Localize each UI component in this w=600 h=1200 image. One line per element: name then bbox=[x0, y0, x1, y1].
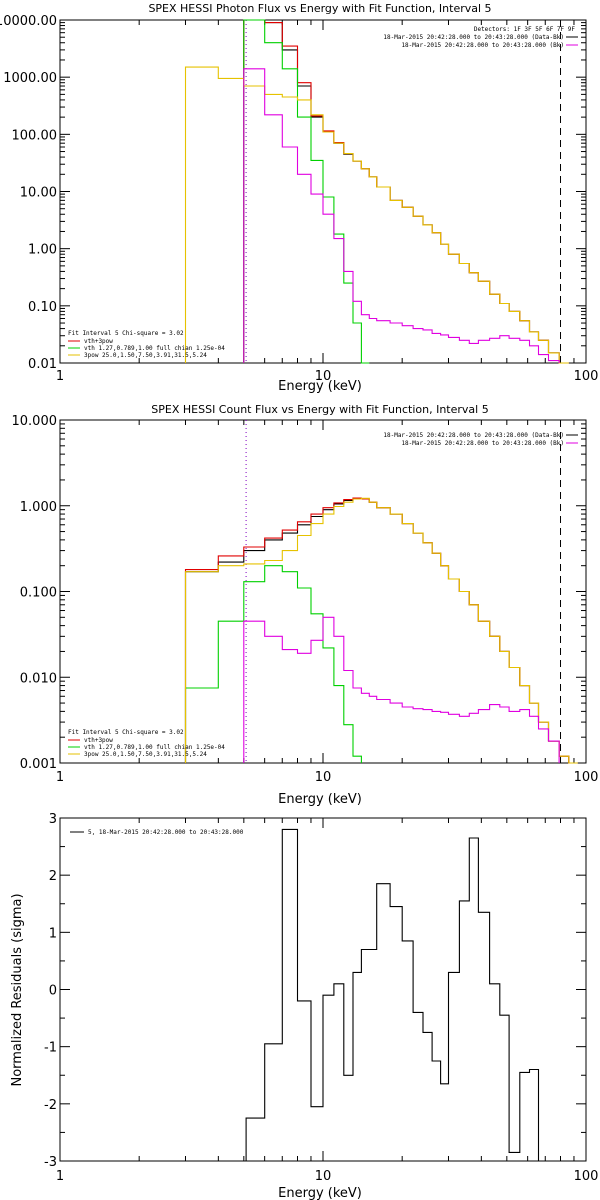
x-tick-label: 100 bbox=[574, 369, 599, 384]
y-tick-label: 10000.00 bbox=[0, 14, 57, 29]
count-flux-legend-left: Fit Interval 5 Chi-square = 3.02 vth+3po… bbox=[68, 729, 225, 758]
legend2-data-bk: 18-Mar-2015 20:42:28.000 to 20:43:28.000… bbox=[383, 432, 564, 439]
legend-3pow: 3pow 25.0,1.50,7.50,3.91,31.5,5.24 bbox=[84, 352, 207, 359]
x-tick-label: 10 bbox=[315, 770, 332, 785]
y-tick-label: 10.000 bbox=[12, 414, 58, 429]
y-tick-label: -2 bbox=[44, 1098, 57, 1113]
x-tick-label: 10 bbox=[315, 1169, 332, 1184]
residuals-legend-text: 5, 18-Mar-2015 20:42:28.000 to 20:43:28.… bbox=[88, 829, 244, 836]
series-gold-step-line bbox=[184, 66, 569, 364]
residuals-series bbox=[245, 828, 540, 1161]
series-green-step-line bbox=[243, 19, 370, 364]
x-tick-label: 1 bbox=[56, 1169, 64, 1184]
photon-flux-legend-right: Detectors: 1F 3F 5F 6F 7F 9F 18-Mar-2015… bbox=[383, 26, 578, 49]
y-tick-label: 100.00 bbox=[12, 128, 58, 143]
y-tick-label: -1 bbox=[44, 1041, 57, 1056]
residuals-x-ticks: 1 10 100 bbox=[56, 818, 599, 1184]
count-flux-panel: SPEX HESSI Count Flux vs Energy with Fit… bbox=[12, 403, 599, 807]
x-tick-label: 10 bbox=[315, 369, 332, 384]
x-tick-label: 1 bbox=[56, 770, 64, 785]
legend2-bk: 18-Mar-2015 20:42:28.000 to 20:43:28.000… bbox=[401, 440, 564, 447]
y-tick-label: 10.00 bbox=[20, 186, 57, 201]
photon-flux-x-label: Energy (keV) bbox=[278, 379, 362, 394]
legend-fit-interval: Fit Interval 5 Chi-square = 3.02 bbox=[68, 330, 184, 337]
y-tick-label: 3 bbox=[49, 812, 57, 827]
legend2-3pow: 3pow 25.0,1.50,7.50,3.91,31.5,5.24 bbox=[84, 751, 207, 758]
residuals-legend: 5, 18-Mar-2015 20:42:28.000 to 20:43:28.… bbox=[70, 829, 244, 836]
y-tick-label: 1 bbox=[49, 926, 57, 941]
count-flux-series bbox=[184, 497, 578, 764]
legend2-vth-3pow: vth+3pow bbox=[84, 737, 113, 744]
y-tick-label: 0.01 bbox=[28, 357, 57, 372]
series-magenta-step-line bbox=[243, 616, 560, 763]
count-flux-plot-frame bbox=[59, 419, 587, 764]
y-tick-label: -3 bbox=[44, 1155, 57, 1170]
residuals-x-label: Energy (keV) bbox=[278, 1186, 362, 1200]
series-gold-step-line bbox=[184, 497, 578, 764]
y-tick-label: 1000.00 bbox=[3, 71, 57, 86]
photon-flux-title: SPEX HESSI Photon Flux vs Energy with Fi… bbox=[148, 2, 491, 15]
count-flux-x-label: Energy (keV) bbox=[278, 792, 362, 807]
y-tick-label: 0.010 bbox=[20, 671, 57, 686]
x-tick-label: 100 bbox=[574, 770, 599, 785]
legend-vth-3pow: vth+3pow bbox=[84, 338, 113, 345]
legend2-fit-interval: Fit Interval 5 Chi-square = 3.02 bbox=[68, 729, 184, 736]
photon-flux-y-ticks: 10000.00 1000.00 100.00 10.00 1.00 0.10 0.01 bbox=[0, 14, 586, 372]
photon-flux-legend-left: Fit Interval 5 Chi-square = 3.02 vth+3po… bbox=[68, 330, 225, 359]
photon-flux-series bbox=[184, 19, 569, 364]
count-flux-reference-lines bbox=[245, 420, 562, 763]
y-tick-label: 1.00 bbox=[28, 243, 57, 258]
y-tick-label: 0.001 bbox=[20, 757, 57, 772]
series-black-step-line bbox=[245, 828, 540, 1161]
legend-detectors: Detectors: 1F 3F 5F 6F 7F 9F bbox=[474, 26, 576, 33]
y-tick-label: 0 bbox=[49, 984, 57, 999]
photon-flux-reference-lines bbox=[245, 20, 562, 363]
legend-data-bk: 18-Mar-2015 20:42:28.000 to 20:43:28.000… bbox=[383, 34, 564, 41]
x-tick-label: 1 bbox=[56, 369, 64, 384]
legend-vth: vth 1.27,0.789,1.00 full chian 1.25e-04 bbox=[84, 345, 225, 352]
legend-bk: 18-Mar-2015 20:42:28.000 to 20:43:28.000… bbox=[401, 42, 564, 49]
count-flux-legend-right: 18-Mar-2015 20:42:28.000 to 20:43:28.000… bbox=[383, 432, 578, 447]
series-green-step-line bbox=[184, 565, 362, 763]
x-tick-label: 100 bbox=[574, 1169, 599, 1184]
count-flux-y-ticks: 10.000 1.000 0.100 0.010 0.001 bbox=[12, 414, 586, 772]
residuals-plot-frame bbox=[59, 817, 587, 1162]
residuals-y-ticks: 3 2 1 0 -1 -2 -3 bbox=[44, 812, 586, 1170]
series-magenta-step-line bbox=[243, 68, 560, 363]
y-tick-label: 0.100 bbox=[20, 586, 57, 601]
y-tick-label: 2 bbox=[49, 869, 57, 884]
y-tick-label: 1.000 bbox=[20, 500, 57, 515]
count-flux-title: SPEX HESSI Count Flux vs Energy with Fit… bbox=[151, 403, 488, 416]
legend2-vth: vth 1.27,0.789,1.00 full chian 1.25e-04 bbox=[84, 744, 225, 751]
photon-flux-panel: SPEX HESSI Photon Flux vs Energy with Fi… bbox=[0, 2, 598, 394]
y-tick-label: 0.10 bbox=[28, 300, 57, 315]
residuals-y-label: Normalized Residuals (sigma) bbox=[10, 893, 25, 1086]
